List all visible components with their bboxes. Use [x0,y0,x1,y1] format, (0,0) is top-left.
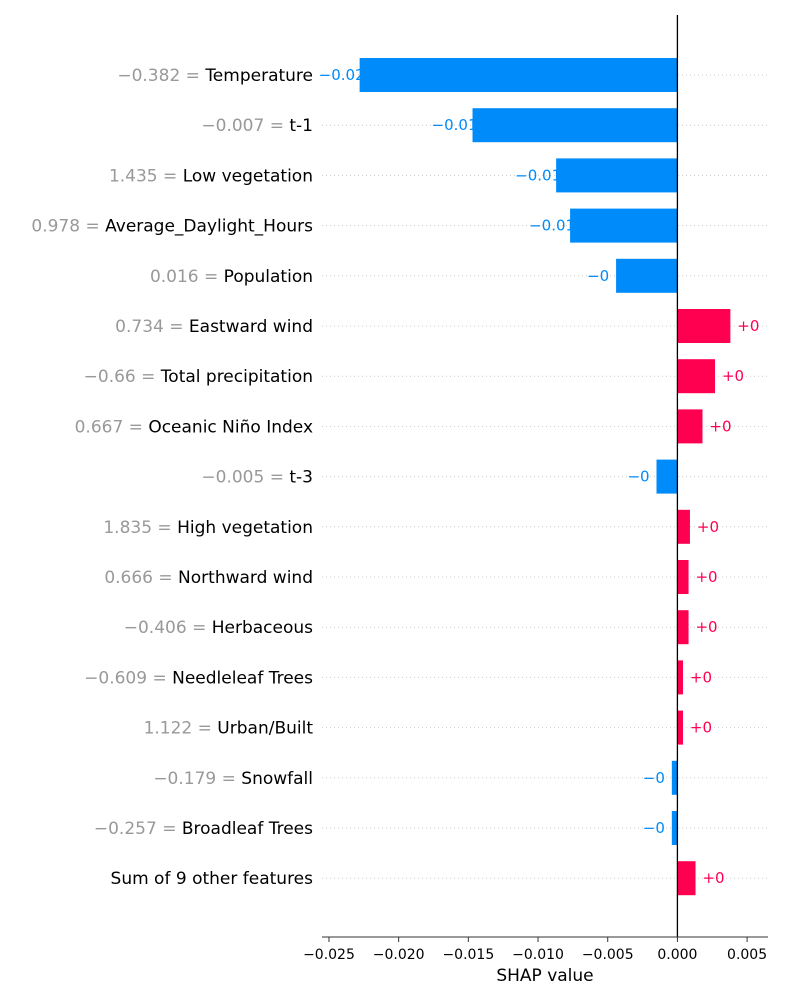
bar-value-label: +0 [695,568,717,586]
feature-name: Average_Daylight_Hours [105,217,313,237]
feature-name: t-1 [289,116,313,136]
bar-value-label: −0 [587,267,609,285]
bar-value-label: −0.01 [432,116,478,134]
feature-value: −0.179 = [153,769,241,789]
feature-label: −0.257 = Broadleaf Trees [94,819,313,839]
bar-value-label: +0 [709,417,731,435]
feature-label: 0.734 = Eastward wind [115,317,313,337]
shap-bar [672,761,678,795]
feature-name: Herbaceous [212,618,313,638]
feature-label: 0.016 = Population [150,267,313,287]
bar-value-label: +0 [690,668,712,686]
feature-name: Northward wind [178,568,313,588]
shap-bar [657,460,678,494]
bar-value-label: +0 [737,317,759,335]
shap-bar [677,861,695,895]
bar-value-label: −0.02 [319,66,365,84]
bar-value-label: +0 [702,869,724,887]
feature-value: −0.66 = [84,367,161,387]
shap-bar [556,158,677,192]
shap-bar [473,108,678,142]
x-axis: −0.025 −0.020 −0.015 −0.010 −0.005 0.000 0.005 [303,937,768,963]
feature-name: Population [224,267,313,287]
shap-bar [677,560,688,594]
feature-name: Sum of 9 other features [111,869,314,889]
bar-labels-group: −0.02 −0.01 −0.01 −0.01 −0 +0 +0 +0 −0 +0 +0 +0 +0 +0… [319,66,760,887]
feature-value: −0.406 = [124,618,212,638]
feature-value: −0.382 = [117,66,205,86]
feature-label: 1.122 = Urban/Built [144,719,314,739]
x-tick-label: 0.000 [657,947,697,963]
bar-value-label: +0 [722,367,744,385]
feature-value: 0.667 = [75,417,149,437]
feature-label: −0.005 = t-3 [201,468,313,488]
feature-name: Broadleaf Trees [182,819,313,839]
feature-label: −0.382 = Temperature [117,66,313,86]
feature-label: −0.406 = Herbaceous [124,618,313,638]
feature-name: t-3 [289,468,313,488]
x-tick-label: −0.025 [303,947,355,963]
feature-value: −0.257 = [94,819,182,839]
x-tick-label: 0.005 [727,947,767,963]
feature-value: 1.435 = [109,166,183,186]
feature-name: Oceanic Niño Index [148,417,313,437]
feature-name: Needleleaf Trees [172,668,313,688]
feature-label: 0.666 = Northward wind [104,568,313,588]
feature-value: 0.016 = [150,267,224,287]
feature-name: Eastward wind [189,317,313,337]
bar-value-label: −0 [643,819,665,837]
feature-name: High vegetation [177,518,313,538]
feature-label: Sum of 9 other features [111,869,314,889]
row-guides [322,75,768,878]
feature-label: 1.835 = High vegetation [103,518,313,538]
feature-name: Urban/Built [217,719,313,739]
x-tick-label: −0.020 [373,947,425,963]
feature-value: 0.978 = [31,217,105,237]
bar-value-label: −0 [643,769,665,787]
feature-value: 1.122 = [144,719,218,739]
bar-value-label: +0 [697,518,719,536]
feature-value: −0.005 = [201,468,289,488]
shap-bar [677,359,715,393]
shap-bar [570,209,677,243]
bar-value-label: −0 [627,468,649,486]
x-tick-label: −0.015 [442,947,494,963]
bar-value-label: +0 [695,618,717,636]
x-tick-label: −0.005 [582,947,634,963]
shap-bar [677,510,690,544]
feature-name: Temperature [204,66,313,86]
bar-value-label: +0 [690,719,712,737]
feature-label: 1.435 = Low vegetation [109,166,313,186]
feature-value: −0.007 = [201,116,289,136]
shap-bar [616,259,677,293]
feature-name: Low vegetation [183,166,313,186]
feature-name: Total precipitation [160,367,313,387]
feature-label: −0.609 = Needleleaf Trees [84,668,313,688]
bar-value-label: −0.01 [515,166,561,184]
shap-bar [672,811,678,845]
feature-value: 1.835 = [103,518,177,538]
shap-bar [677,711,683,745]
feature-value: 0.734 = [115,317,189,337]
feature-label: −0.007 = t-1 [201,116,313,136]
feature-name: Snowfall [241,769,313,789]
feature-value: 0.666 = [104,568,178,588]
bar-value-label: −0.01 [529,217,575,235]
shap-bar [677,610,688,644]
shap-bar [677,409,702,443]
feature-label: 0.667 = Oceanic Niño Index [75,417,313,437]
x-axis-label: SHAP value [496,966,593,986]
feature-value: −0.609 = [84,668,172,688]
x-tick-label: −0.010 [512,947,564,963]
shap-bar [677,660,683,694]
feature-labels-group: −0.382 = Temperature −0.007 = t-1 1.435 = … [31,66,313,889]
shap-bar [360,58,678,92]
shap-bar [677,309,730,343]
feature-label: −0.66 = Total precipitation [84,367,313,387]
feature-label: 0.978 = Average_Daylight_Hours [31,217,313,237]
feature-label: −0.179 = Snowfall [153,769,313,789]
